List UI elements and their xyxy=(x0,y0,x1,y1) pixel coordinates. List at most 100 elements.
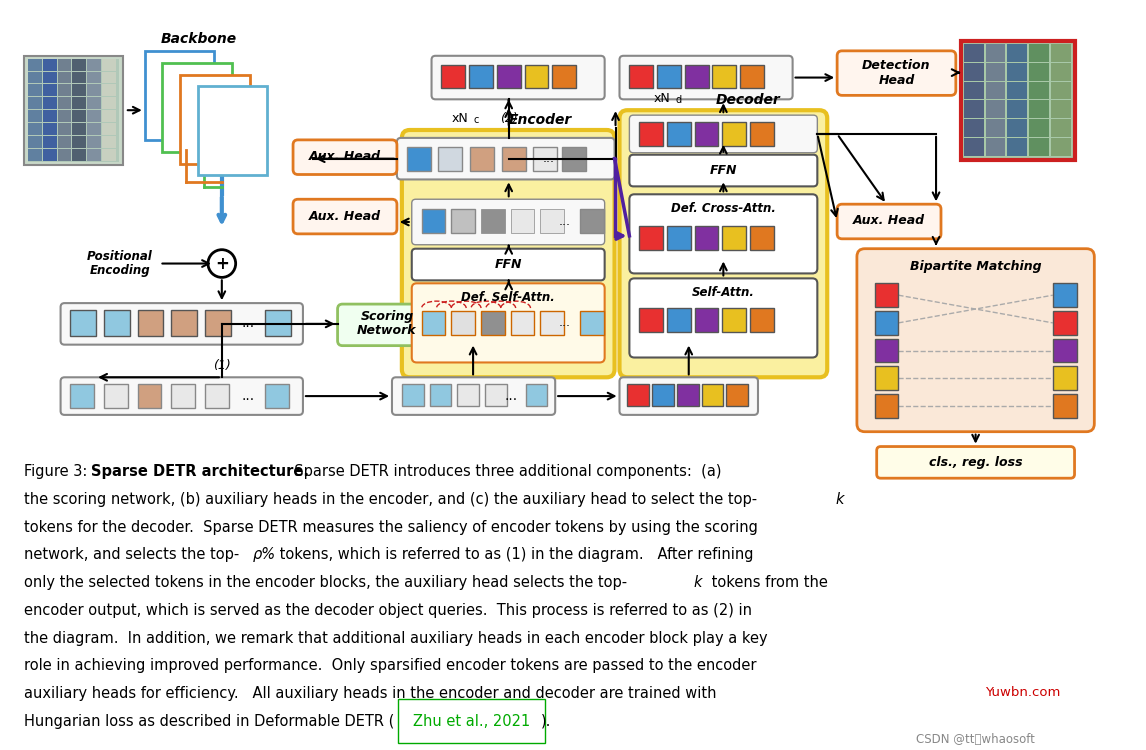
FancyBboxPatch shape xyxy=(57,110,71,122)
Text: k: k xyxy=(835,492,843,507)
FancyBboxPatch shape xyxy=(28,148,41,160)
FancyBboxPatch shape xyxy=(1007,44,1027,62)
FancyBboxPatch shape xyxy=(685,64,708,88)
FancyBboxPatch shape xyxy=(102,136,116,148)
FancyBboxPatch shape xyxy=(72,71,86,83)
FancyBboxPatch shape xyxy=(430,384,452,406)
FancyBboxPatch shape xyxy=(57,98,71,109)
FancyBboxPatch shape xyxy=(42,148,56,160)
FancyBboxPatch shape xyxy=(580,209,604,232)
FancyBboxPatch shape xyxy=(102,123,116,135)
FancyBboxPatch shape xyxy=(293,200,397,234)
FancyBboxPatch shape xyxy=(42,110,56,122)
FancyBboxPatch shape xyxy=(57,148,71,160)
FancyBboxPatch shape xyxy=(1053,367,1076,390)
FancyBboxPatch shape xyxy=(28,71,41,83)
FancyBboxPatch shape xyxy=(138,384,162,408)
Text: ...: ... xyxy=(559,316,571,329)
FancyBboxPatch shape xyxy=(986,44,1005,62)
FancyBboxPatch shape xyxy=(102,71,116,83)
Text: cls., reg. loss: cls., reg. loss xyxy=(928,456,1022,469)
Text: tokens, which is referred to as (1) in the diagram.   After refining: tokens, which is referred to as (1) in t… xyxy=(275,548,754,562)
FancyBboxPatch shape xyxy=(397,138,614,179)
Text: xN: xN xyxy=(654,92,670,105)
FancyBboxPatch shape xyxy=(205,310,230,336)
FancyBboxPatch shape xyxy=(701,384,723,406)
FancyBboxPatch shape xyxy=(986,119,1005,137)
FancyBboxPatch shape xyxy=(694,308,719,332)
FancyBboxPatch shape xyxy=(1053,339,1076,362)
FancyBboxPatch shape xyxy=(960,41,1075,160)
FancyBboxPatch shape xyxy=(1007,82,1027,99)
FancyBboxPatch shape xyxy=(986,63,1005,80)
FancyBboxPatch shape xyxy=(205,384,229,408)
FancyBboxPatch shape xyxy=(87,98,101,109)
FancyBboxPatch shape xyxy=(411,200,605,244)
FancyBboxPatch shape xyxy=(28,85,41,96)
FancyBboxPatch shape xyxy=(629,194,817,274)
FancyBboxPatch shape xyxy=(87,110,101,122)
FancyBboxPatch shape xyxy=(42,123,56,135)
Text: Scoring: Scoring xyxy=(360,310,414,323)
FancyBboxPatch shape xyxy=(1007,100,1027,118)
FancyBboxPatch shape xyxy=(402,384,424,406)
FancyBboxPatch shape xyxy=(652,384,674,406)
FancyBboxPatch shape xyxy=(877,446,1075,478)
FancyBboxPatch shape xyxy=(87,71,101,83)
FancyBboxPatch shape xyxy=(172,384,195,408)
FancyBboxPatch shape xyxy=(87,136,101,148)
Text: Self-Attn.: Self-Attn. xyxy=(692,286,755,298)
Text: ...: ... xyxy=(242,389,256,403)
FancyBboxPatch shape xyxy=(57,123,71,135)
FancyBboxPatch shape xyxy=(629,278,817,358)
FancyBboxPatch shape xyxy=(986,82,1005,99)
Text: +: + xyxy=(215,254,229,272)
FancyBboxPatch shape xyxy=(657,64,681,88)
FancyBboxPatch shape xyxy=(198,86,267,176)
FancyBboxPatch shape xyxy=(502,147,526,170)
FancyBboxPatch shape xyxy=(144,51,214,140)
FancyBboxPatch shape xyxy=(694,122,719,146)
FancyBboxPatch shape xyxy=(57,85,71,96)
FancyBboxPatch shape xyxy=(857,249,1094,432)
FancyBboxPatch shape xyxy=(874,367,898,390)
Text: only the selected tokens in the encoder blocks, the auxiliary head selects the t: only the selected tokens in the encoder … xyxy=(24,575,627,590)
FancyBboxPatch shape xyxy=(1053,394,1076,418)
FancyBboxPatch shape xyxy=(102,85,116,96)
Text: Bipartite Matching: Bipartite Matching xyxy=(910,260,1042,273)
FancyBboxPatch shape xyxy=(986,100,1005,118)
FancyBboxPatch shape xyxy=(57,58,71,70)
FancyBboxPatch shape xyxy=(751,122,774,146)
Text: auxiliary heads for efficiency.   All auxiliary heads in the encoder and decoder: auxiliary heads for efficiency. All auxi… xyxy=(24,686,716,701)
FancyBboxPatch shape xyxy=(61,303,303,345)
FancyBboxPatch shape xyxy=(751,226,774,250)
Text: role in achieving improved performance.  Only sparsified encoder tokens are pass: role in achieving improved performance. … xyxy=(24,658,756,674)
FancyBboxPatch shape xyxy=(57,136,71,148)
FancyBboxPatch shape xyxy=(837,51,956,95)
FancyBboxPatch shape xyxy=(667,308,691,332)
FancyBboxPatch shape xyxy=(563,147,586,170)
Text: Aux. Head: Aux. Head xyxy=(308,209,380,223)
FancyBboxPatch shape xyxy=(72,85,86,96)
FancyBboxPatch shape xyxy=(28,98,41,109)
FancyBboxPatch shape xyxy=(722,122,746,146)
FancyBboxPatch shape xyxy=(72,58,86,70)
FancyBboxPatch shape xyxy=(1007,119,1027,137)
FancyBboxPatch shape xyxy=(986,138,1005,156)
FancyBboxPatch shape xyxy=(874,339,898,362)
Text: tokens for the decoder.  Sparse DETR measures the saliency of encoder tokens by : tokens for the decoder. Sparse DETR meas… xyxy=(24,520,758,535)
FancyBboxPatch shape xyxy=(1029,100,1049,118)
FancyBboxPatch shape xyxy=(722,226,746,250)
FancyBboxPatch shape xyxy=(1051,44,1070,62)
FancyBboxPatch shape xyxy=(497,64,520,88)
FancyBboxPatch shape xyxy=(180,74,250,164)
FancyBboxPatch shape xyxy=(1029,63,1049,80)
Text: Encoding: Encoding xyxy=(89,264,150,277)
Text: Backbone: Backbone xyxy=(160,32,237,46)
FancyBboxPatch shape xyxy=(102,58,116,70)
FancyBboxPatch shape xyxy=(639,226,664,250)
FancyBboxPatch shape xyxy=(1007,63,1027,80)
FancyBboxPatch shape xyxy=(713,64,736,88)
Text: Positional: Positional xyxy=(87,250,152,263)
FancyBboxPatch shape xyxy=(470,147,494,170)
